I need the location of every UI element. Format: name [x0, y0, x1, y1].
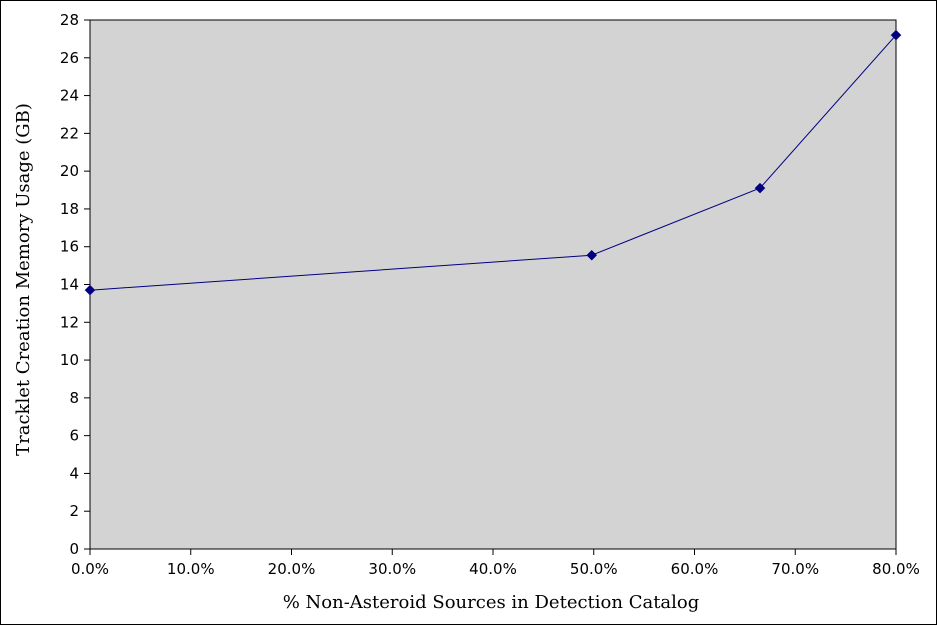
y-tick-label: 6 [69, 427, 79, 445]
y-tick-label: 18 [60, 200, 79, 218]
x-tick-label: 60.0% [671, 560, 719, 578]
y-tick-label: 12 [60, 313, 79, 331]
x-tick-label: 0.0% [71, 560, 109, 578]
data-point-marker [84, 284, 96, 296]
y-tick-label: 28 [60, 11, 79, 29]
series-layer [84, 29, 902, 296]
data-point-marker [586, 249, 598, 261]
x-tick-label: 30.0% [368, 560, 416, 578]
plot-area [89, 19, 897, 550]
y-tick-label: 22 [60, 124, 79, 142]
y-tick-label: 0 [69, 540, 79, 558]
x-axis-title: % Non-Asteroid Sources in Detection Cata… [283, 592, 700, 613]
data-point-marker [754, 182, 766, 194]
x-tick-label: 20.0% [268, 560, 316, 578]
x-tick-label: 80.0% [872, 560, 920, 578]
y-tick-label: 20 [60, 162, 79, 180]
y-tick-label: 16 [60, 238, 79, 256]
y-axis-title: Tracklet Creation Memory Usage (GB) [13, 103, 34, 456]
x-tick-label: 50.0% [570, 560, 618, 578]
y-tick-label: 24 [60, 87, 79, 105]
x-axis-ticks: 0.0% 10.0% 20.0% 30.0% 40.0% 50.0% 60.0% 70.0% 8… [71, 549, 920, 578]
y-tick-label: 26 [60, 49, 79, 67]
x-tick-label: 10.0% [167, 560, 215, 578]
y-tick-label: 4 [69, 464, 79, 482]
y-tick-label: 8 [69, 389, 79, 407]
x-tick-label: 70.0% [771, 560, 819, 578]
y-tick-label: 2 [69, 502, 79, 520]
data-point-marker [890, 29, 902, 41]
y-tick-label: 14 [60, 276, 79, 294]
series-line [89, 34, 897, 291]
x-tick-label: 40.0% [469, 560, 517, 578]
y-tick-label: 10 [60, 351, 79, 369]
